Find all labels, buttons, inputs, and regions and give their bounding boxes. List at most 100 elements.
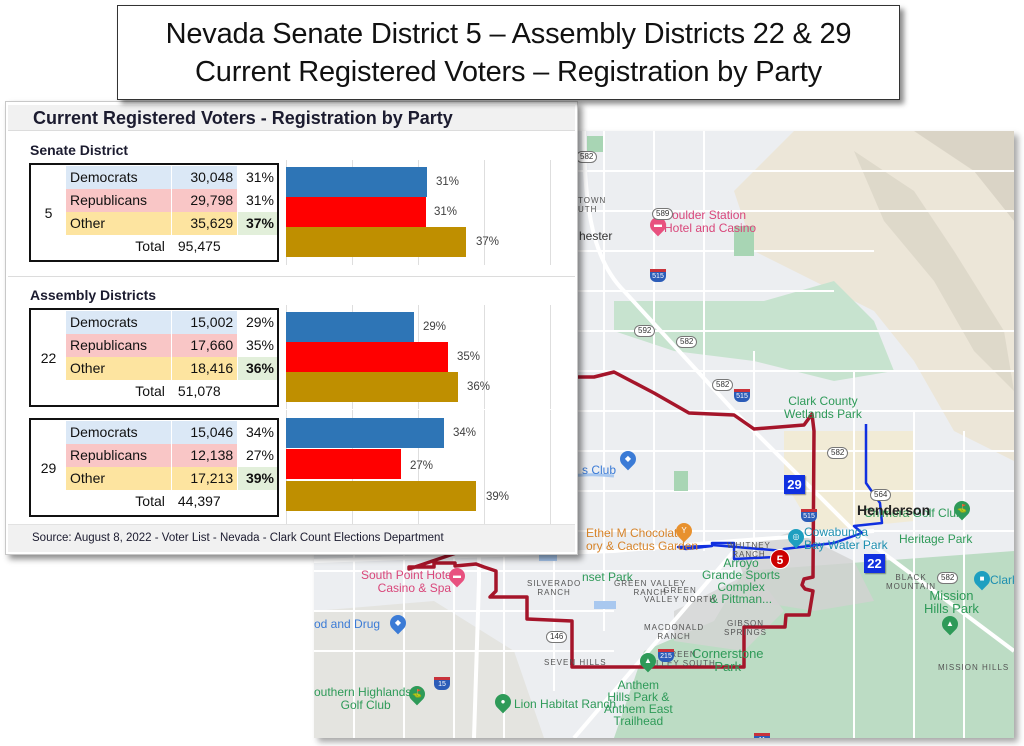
map-place-sunset-park[interactable]: nset Park [582, 570, 633, 584]
hwy-592-shield: 592 [634, 325, 656, 337]
map-place-southern-highlands[interactable]: outhern Highlands Golf Club [314, 685, 412, 712]
map-city-henderson[interactable]: Henderson [857, 502, 931, 518]
voter-count: 12,138 [170, 444, 238, 467]
table-row-democrats: Democrats 15,046 34% [66, 421, 277, 444]
voter-count: 30,048 [170, 166, 238, 189]
bar-democrats [286, 418, 444, 448]
district-number: 29 [40, 459, 57, 476]
map-base-layer [314, 131, 1014, 738]
hwy-582-shield-2: 582 [676, 336, 698, 348]
map-place-sams-club[interactable]: s Club [582, 463, 617, 477]
map-place-arroyo-grande[interactable]: Arroyo Grande Sports Complex & Pittman... [702, 556, 781, 606]
table-row-republicans: Republicans 12,138 27% [66, 444, 277, 467]
map-place-cowabunga[interactable]: Cowabunga Bay Water Park [804, 525, 888, 552]
total-count: 44,397 [170, 490, 237, 513]
map-place-cornerstone-park[interactable]: Cornerstone Park [692, 646, 764, 674]
party-name: Democrats [66, 421, 171, 444]
hwy-146-shield: 146 [546, 631, 568, 643]
voter-count: 35,629 [170, 212, 238, 235]
map-place-boulder-station[interactable]: Boulder Station Hotel and Casino [664, 208, 757, 235]
table-row-democrats: Democrats 30,048 31% [66, 166, 277, 189]
map-area-paradise: TOWN UTH [578, 196, 607, 214]
table-row-republicans: Republicans 29,798 31% [66, 189, 277, 212]
party-name: Democrats [66, 166, 171, 189]
map-place-south-point[interactable]: South Point Hotel Casino & Spa [361, 568, 455, 595]
bar-label-democrats: 31% [436, 176, 460, 188]
table-row-total: Total 51,078 [66, 380, 277, 403]
voter-count: 17,660 [170, 334, 238, 357]
interstate-515-shield: 515 [650, 269, 666, 282]
party-name: Other [66, 467, 171, 490]
map-place-anthem-hills[interactable]: Anthem Hills Park & Anthem East Trailhead [604, 678, 673, 728]
voter-pct: 35% [237, 334, 277, 357]
map-place-chimera-golf[interactable]: Chimera Golf Club [864, 506, 963, 520]
map-place-mission-hills-park[interactable]: Mission Hills Park [924, 588, 979, 616]
assembly-district-29-badge[interactable]: 29 [784, 475, 805, 494]
map-place-ethel-m[interactable]: Ethel M Chocolates ory & Cactus Garden [586, 526, 699, 553]
table-row-total: Total 44,397 [66, 490, 277, 513]
page-title-box: Nevada Senate District 5 – Assembly Dist… [117, 5, 900, 100]
hwy-589-shield: 589 [652, 208, 674, 220]
district-map[interactable]: Boulder Station Hotel and Casino ▬ hester… [314, 131, 1014, 738]
bar-other [286, 481, 476, 511]
map-area-macdonald-ranch: MACDONALD RANCH [644, 623, 705, 641]
voter-pct: 31% [237, 189, 277, 212]
map-place-lion-habitat[interactable]: Lion Habitat Ranch [514, 697, 617, 711]
assembly-district-29-bar-chart: 34% 27% 39% [286, 410, 571, 524]
map-place-wetlands-park[interactable]: Clark County Wetlands Park [784, 394, 862, 421]
bar-democrats [286, 167, 427, 197]
map-area-seven-hills: SEVEN HILLS [544, 658, 607, 667]
map-area-gibson-springs: GIBSON SPRINGS [724, 619, 768, 637]
hwy-582-shield-3: 582 [712, 379, 734, 391]
district-number: 22 [40, 349, 57, 366]
party-name: Republicans [66, 334, 171, 357]
section-divider [8, 276, 575, 277]
total-count: 51,078 [170, 380, 237, 403]
bar-republicans [286, 342, 448, 372]
party-name: Republicans [66, 189, 171, 212]
map-place-heritage-park[interactable]: Heritage Park [899, 532, 973, 546]
table-row-other: Other 17,213 39% [66, 467, 277, 490]
voter-count: 15,002 [170, 311, 238, 334]
table-row-other: Other 18,416 36% [66, 357, 277, 380]
bar-label-other: 37% [476, 236, 500, 248]
assembly-district-22-table: 22 Democrats 15,002 29% Republicans 17,6… [29, 308, 279, 407]
total-label: Total [135, 383, 165, 399]
panel-footer: Source: August 8, 2022 - Voter List - Ne… [8, 524, 575, 552]
voter-pct: 29% [237, 311, 277, 334]
page-title-line-1: Nevada Senate District 5 – Assembly Dist… [165, 17, 852, 50]
voter-pct: 37% [237, 212, 277, 235]
voter-pct: 31% [237, 166, 277, 189]
bar-republicans [286, 197, 426, 227]
voter-count: 17,213 [170, 467, 238, 490]
table-row-total: Total 95,475 [66, 235, 277, 258]
map-area-black-mountain: BLACK MOUNTAIN [886, 573, 937, 591]
interstate-515-shield-3: 515 [801, 509, 817, 522]
panel-header: Current Registered Voters - Registration… [8, 105, 575, 131]
hwy-564-shield: 564 [870, 489, 892, 501]
interstate-11-shield: 11 [754, 733, 770, 738]
voter-pct: 39% [237, 467, 277, 490]
bar-label-democrats: 34% [453, 427, 477, 439]
bar-label-republicans: 27% [410, 460, 434, 472]
assembly-district-29-table: 29 Democrats 15,046 34% Republicans 12,1… [29, 418, 279, 517]
table-row-other: Other 35,629 37% [66, 212, 277, 235]
bar-label-democrats: 29% [423, 321, 447, 333]
total-label: Total [135, 493, 165, 509]
map-place-smiths[interactable]: od and Drug [314, 617, 381, 631]
interstate-215-shield: 215 [658, 649, 674, 662]
senate-district-5-bar-chart: 31% 31% 37% [286, 160, 571, 265]
panel-title: Current Registered Voters - Registration… [33, 108, 453, 128]
interstate-15-shield: 15 [434, 677, 450, 690]
party-name: Democrats [66, 311, 171, 334]
voter-pct: 27% [237, 444, 277, 467]
bar-label-other: 39% [486, 491, 510, 503]
map-area-silverado-ranch: SILVERADO RANCH [527, 579, 582, 597]
voter-count: 29,798 [170, 189, 238, 212]
map-place-clark[interactable]: Clark [990, 573, 1014, 587]
assembly-district-22-badge[interactable]: 22 [864, 554, 885, 573]
page-title-line-2: Current Registered Voters – Registration… [195, 55, 822, 88]
hwy-582-shield-4: 582 [827, 447, 849, 459]
senate-district-5-badge[interactable]: 5 [770, 549, 790, 569]
map-area-mission-hills: MISSION HILLS [938, 663, 1010, 672]
